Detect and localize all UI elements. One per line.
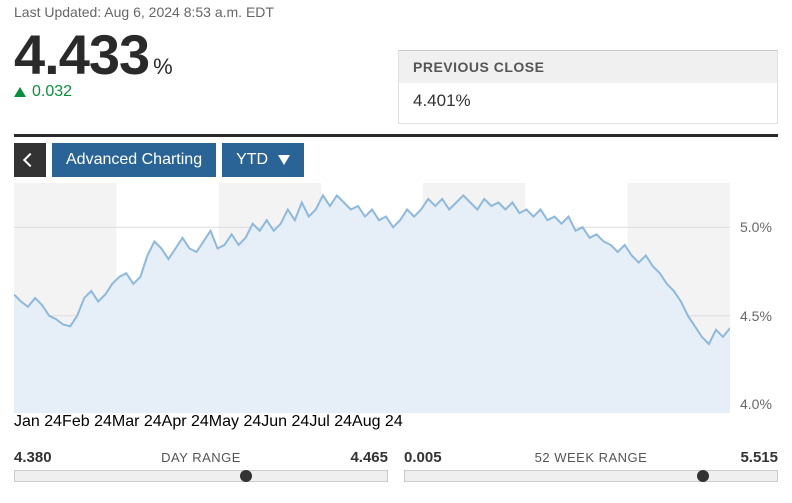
advanced-charting-button[interactable]: Advanced Charting	[52, 143, 216, 177]
week-range-marker	[697, 470, 709, 482]
current-price: 4.433	[14, 22, 149, 87]
up-triangle-icon	[14, 87, 26, 97]
x-tick-label: Mar 24	[112, 413, 162, 430]
x-tick-label: Jul 24	[309, 413, 352, 430]
previous-close-value: 4.401%	[398, 83, 778, 124]
x-tick-label: May 24	[209, 413, 261, 430]
price-chart[interactable]	[14, 183, 730, 413]
timerange-label: YTD	[236, 151, 268, 169]
week-range-bar	[404, 470, 778, 482]
previous-close-card: PREVIOUS CLOSE 4.401%	[398, 50, 778, 124]
week-range-high: 5.515	[740, 449, 778, 466]
day-range-bar	[14, 470, 388, 482]
x-tick-label: Jan 24	[14, 413, 62, 430]
x-axis-labels: Jan 24Feb 24Mar 24Apr 24May 24Jun 24Jul …	[14, 413, 730, 431]
back-button[interactable]	[14, 143, 46, 177]
y-axis-labels: 4.0% 4.5% 5.0%	[730, 183, 778, 413]
day-range: 4.380 DAY RANGE 4.465	[14, 449, 388, 482]
day-range-label: DAY RANGE	[52, 450, 351, 465]
week-range-label: 52 WEEK RANGE	[442, 450, 741, 465]
previous-close-label: PREVIOUS CLOSE	[398, 50, 778, 83]
y-tick-label: 5.0%	[740, 219, 772, 235]
last-updated: Last Updated: Aug 6, 2024 8:53 a.m. EDT	[14, 4, 778, 20]
price-unit: %	[153, 54, 173, 80]
day-range-high: 4.465	[350, 449, 388, 466]
change-value: 0.032	[32, 83, 72, 101]
y-tick-label: 4.5%	[740, 308, 772, 324]
x-tick-label: Aug 24	[352, 413, 403, 430]
x-tick-label: Jun 24	[261, 413, 309, 430]
week-range-low: 0.005	[404, 449, 442, 466]
day-range-marker	[240, 470, 252, 482]
week-range: 0.005 52 WEEK RANGE 5.515	[404, 449, 778, 482]
caret-down-icon	[278, 155, 290, 165]
x-tick-label: Feb 24	[62, 413, 112, 430]
chevron-left-icon	[23, 153, 37, 167]
price-block: 4.433 % 0.032	[14, 22, 173, 101]
x-tick-label: Apr 24	[162, 413, 209, 430]
day-range-low: 4.380	[14, 449, 52, 466]
y-tick-label: 4.0%	[740, 396, 772, 412]
timerange-select[interactable]: YTD	[222, 143, 304, 177]
